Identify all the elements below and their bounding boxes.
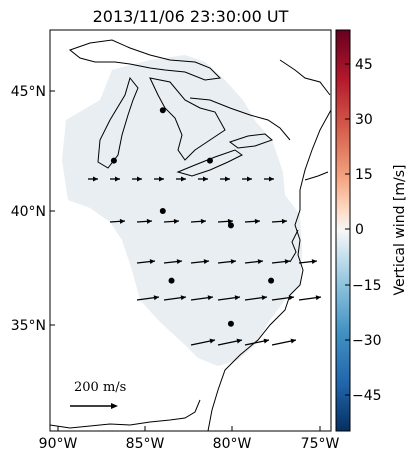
station-marker	[168, 277, 175, 284]
wind-vector	[110, 176, 120, 182]
wind-vector	[271, 338, 297, 346]
station-marker	[159, 107, 166, 114]
colorbar-tick-neg45: −45	[352, 388, 382, 404]
wind-vector	[244, 338, 270, 346]
colorbar: 45 30 15 0 −15 −30 −45 Vertical wind [m/…	[335, 29, 408, 432]
station-marker	[268, 277, 275, 284]
wind-vector	[109, 218, 126, 224]
border-line	[189, 97, 291, 141]
station-markers	[110, 107, 275, 327]
wind-vectors	[88, 176, 322, 346]
wind-vector	[217, 338, 243, 346]
lon-tick-90w: 90°W	[39, 436, 78, 452]
lake-erie	[176, 149, 243, 177]
lake-ontario	[228, 133, 273, 149]
wind-vector	[132, 176, 142, 182]
plot-title: 2013/11/06 23:30:00 UT	[92, 7, 289, 26]
lake-superior	[68, 39, 222, 81]
colorbar-tick-30: 30	[355, 112, 373, 128]
colorbar-tick-neg15: −15	[352, 278, 382, 294]
wind-vector	[88, 176, 98, 182]
wind-vector	[244, 295, 268, 301]
colorbar-tick-0: 0	[355, 222, 364, 238]
lat-tick-45n: 45°N	[11, 84, 46, 100]
wind-vector	[271, 259, 291, 265]
lon-tick-80w: 80°W	[213, 436, 252, 452]
wind-vector	[198, 176, 208, 182]
colorbar-tick-neg30: −30	[352, 333, 382, 349]
colorbar-label: Vertical wind [m/s]	[392, 165, 408, 296]
colorbar-gradient	[335, 29, 351, 432]
colorbar-tick-15: 15	[355, 167, 373, 183]
wind-vector	[244, 218, 261, 224]
wind-vector	[190, 338, 216, 346]
wind-vector	[217, 259, 237, 265]
atlantic-coast	[207, 109, 332, 432]
station-marker	[159, 208, 166, 214]
wind-vector	[163, 295, 187, 301]
wind-vector	[271, 295, 295, 301]
wind-vector	[163, 259, 183, 265]
colorbar-tick-45: 45	[355, 57, 373, 73]
north-coast	[279, 59, 331, 96]
wind-vector	[244, 259, 264, 265]
station-marker	[110, 157, 117, 164]
lon-tick-85w: 85°W	[126, 436, 165, 452]
wind-vector	[298, 259, 318, 265]
map-panel: 200 m/s 90°W 85°W 80°W 75°W 45°N 40°N 35…	[11, 29, 340, 452]
wind-vector	[190, 218, 207, 224]
station-marker	[227, 320, 234, 327]
wind-vector	[264, 176, 274, 182]
station-marker	[206, 157, 213, 164]
wind-vector	[136, 259, 156, 265]
wind-vector	[136, 218, 153, 224]
wind-vector	[217, 295, 241, 301]
wind-vector	[217, 218, 234, 224]
map-frame	[49, 29, 332, 432]
long-island	[304, 171, 329, 181]
wind-vector	[298, 295, 322, 301]
wind-vector	[220, 176, 230, 182]
gulf-coast	[49, 399, 201, 429]
wind-vector	[163, 218, 180, 224]
wind-vector	[242, 176, 252, 182]
wind-vector	[176, 176, 186, 182]
axis-ticks	[50, 90, 321, 431]
wind-vector	[190, 259, 210, 265]
chesapeake-bay	[289, 229, 299, 263]
scale-arrow	[70, 403, 118, 409]
scale-arrow-label: 200 m/s	[74, 380, 126, 395]
wind-vector	[190, 295, 214, 301]
wind-vector	[136, 295, 160, 301]
station-marker	[227, 222, 234, 229]
lake-huron	[149, 77, 226, 161]
wind-vector	[271, 218, 288, 224]
wind-vector	[154, 176, 164, 182]
colorbar-ticks	[345, 63, 350, 396]
scale-arrow-head	[111, 403, 118, 409]
lat-tick-40n: 40°N	[11, 204, 46, 220]
coastlines	[49, 39, 332, 432]
vertical-wind-field	[62, 55, 302, 366]
lat-tick-35n: 35°N	[11, 318, 46, 334]
lon-tick-75w: 75°W	[301, 436, 340, 452]
